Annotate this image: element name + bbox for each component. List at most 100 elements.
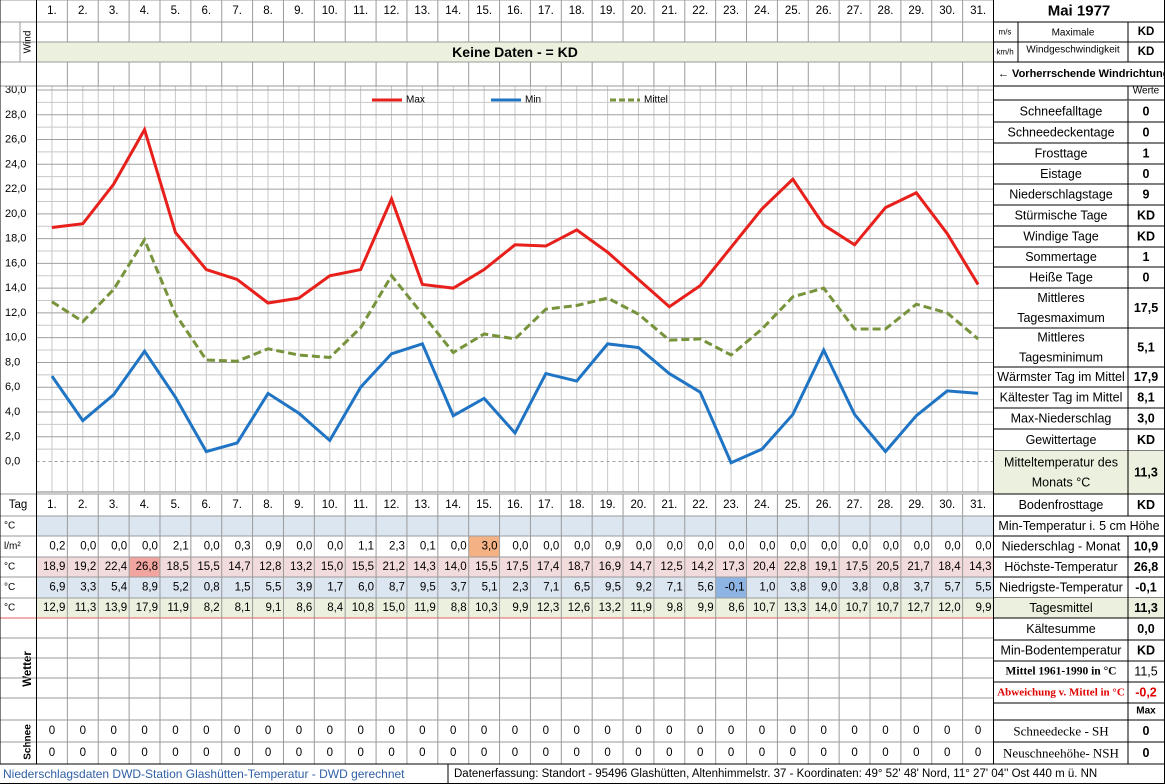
snow-value: 0 [172, 747, 178, 759]
cell-value: 5,7 [945, 582, 961, 594]
snow-value: 0 [110, 747, 116, 759]
panel-label: Max-Niederschlag [1011, 412, 1112, 426]
cell-value: 13,3 [784, 602, 806, 614]
cell-value: 8,8 [451, 602, 467, 614]
panel-value: 0,0 [1137, 622, 1154, 636]
day-label: 11. [353, 499, 368, 511]
panel-label: Kältester Tag im Mittel [1000, 391, 1123, 405]
panel-value: KD [1137, 209, 1155, 223]
snow-value: 0 [357, 747, 363, 759]
cell-value: 0,0 [111, 541, 127, 553]
series-line [51, 236, 980, 363]
cell-value: 3,3 [80, 582, 96, 594]
panel-fill [993, 598, 1165, 618]
cell-value: 6,0 [358, 582, 374, 594]
day-label: 2. [78, 5, 88, 17]
cell-value: 1,0 [759, 582, 775, 594]
cell-value: 10,8 [352, 602, 374, 614]
snow-value: 0 [327, 725, 333, 737]
stats-header: Werte [1133, 86, 1160, 97]
day-label: 4. [140, 5, 150, 17]
cell-value: 1,7 [327, 582, 343, 594]
cell-value: 8,6 [296, 602, 312, 614]
snow-value: 0 [944, 747, 950, 759]
day-label: 5. [171, 5, 181, 17]
day-label: 10. [322, 499, 338, 511]
footer-left: Niederschlagsdaten DWD-Station Glashütte… [3, 767, 405, 781]
cell-value: 0,0 [790, 541, 806, 553]
y-tick-label: 18,0 [5, 233, 26, 245]
cell-value: 15,5 [475, 561, 497, 573]
panel-label: Tagesmittel [1029, 601, 1092, 615]
no-data-text: Keine Daten - = KD [452, 44, 578, 60]
cell-value: 17,5 [846, 561, 868, 573]
cell-value: 0,1 [420, 541, 436, 553]
panel-label: Tagesminimum [1019, 351, 1103, 365]
panel-value: KD [1137, 498, 1155, 512]
panel-value: 26,8 [1134, 560, 1158, 574]
cell-value: 8,9 [142, 582, 158, 594]
cell-value: 0,0 [852, 541, 868, 553]
panel-value: 10,9 [1134, 540, 1158, 554]
snow-value: 0 [604, 725, 610, 737]
snow-value: 0 [975, 725, 981, 737]
day-label: 22. [692, 5, 708, 17]
cell-value: 14,3 [969, 561, 991, 573]
y-tick-label: 10,0 [5, 332, 26, 344]
day-label: 25. [785, 5, 801, 17]
cell-value: 19,2 [74, 561, 96, 573]
day-label: 30. [939, 5, 955, 17]
y-tick-label: 12,0 [5, 307, 26, 319]
cell-value: 3,8 [852, 582, 868, 594]
day-label: 22. [692, 499, 708, 511]
day-label: 9. [294, 5, 304, 17]
snow-value: 0 [49, 725, 55, 737]
panel-label: Monats °C [1032, 476, 1091, 490]
panel-value: 0 [1143, 167, 1150, 181]
cell-value: 17,9 [136, 602, 158, 614]
day-label: 13. [414, 499, 430, 511]
day-label: 4. [140, 499, 150, 511]
panel-value: 1 [1143, 250, 1150, 264]
legend-label: Mittel [644, 95, 668, 106]
cell-value: 9,8 [667, 602, 683, 614]
cell-value: 0,0 [729, 541, 745, 553]
cell-value: 12,3 [537, 602, 559, 614]
cell-value: 0,0 [667, 541, 683, 553]
day-label: 28. [877, 5, 893, 17]
day-label: 14. [445, 5, 461, 17]
snow-value: 0 [388, 747, 394, 759]
day-label: 21. [661, 5, 677, 17]
cell-value: 3,7 [914, 582, 930, 594]
panel-value: -0,1 [1135, 581, 1157, 595]
snow-value: 0 [481, 747, 487, 759]
panel-label: Stürmische Tage [1015, 209, 1108, 223]
cell-value: 8,4 [327, 602, 344, 614]
cell-value: 3,8 [790, 582, 806, 594]
snow-value: 0 [975, 747, 981, 759]
cell-value: 0,0 [80, 541, 96, 553]
day-label: 26. [816, 5, 832, 17]
panel-label: Tagesmaximum [1017, 311, 1105, 325]
cell-value: 8,2 [204, 602, 220, 614]
panel-label: Niedrigste-Temperatur [999, 581, 1123, 595]
cell-value: 12,6 [568, 602, 590, 614]
cell-value: -0,1 [725, 582, 745, 594]
cell-value: 0,0 [451, 541, 467, 553]
cell-value: 9,9 [698, 602, 714, 614]
cell-value: 11,3 [75, 602, 97, 614]
cell-value: 0,0 [759, 541, 775, 553]
panel-value: 11,3 [1134, 466, 1158, 480]
panel-label: Schneedecke - SH [1013, 724, 1108, 739]
snow-value: 0 [234, 747, 240, 759]
unit-label: °C [4, 582, 15, 593]
cell-value: 10,7 [753, 602, 775, 614]
panel-label: Mittleres [1037, 331, 1084, 345]
snow-value: 0 [759, 725, 765, 737]
day-label: 6. [201, 5, 211, 17]
snow-value: 0 [203, 725, 209, 737]
panel-value: KD [1137, 433, 1155, 447]
cell-value: 14,7 [228, 561, 250, 573]
y-tick-label: 22,0 [5, 183, 26, 195]
